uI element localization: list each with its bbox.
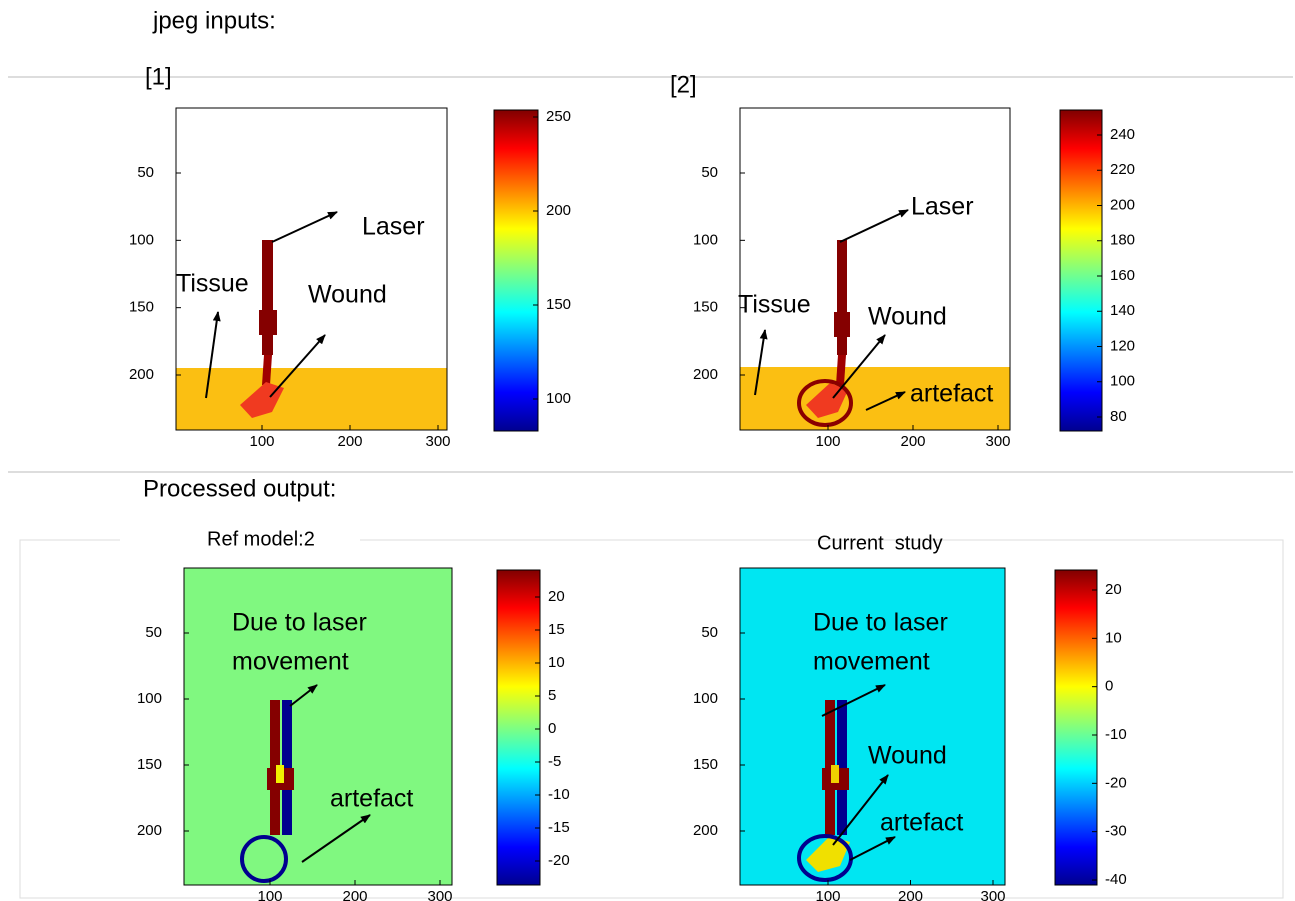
x-tick-label: 200 xyxy=(342,888,367,901)
colorbar-tick-label: 120 xyxy=(1110,337,1135,354)
y-tick-label: 150 xyxy=(129,299,154,316)
colorbar-tick-label: 20 xyxy=(1105,581,1122,598)
colorbar-tick-label: 250 xyxy=(546,108,571,125)
x-tick-label: 100 xyxy=(257,888,282,901)
annotation: Tissue xyxy=(176,270,249,298)
annotation: Wound xyxy=(308,281,387,309)
y-tick-label: 200 xyxy=(693,366,718,383)
colorbar-tick-label: -15 xyxy=(548,819,570,836)
colorbar-tick-label: -20 xyxy=(548,852,570,869)
annotation: artefact xyxy=(330,785,413,813)
y-tick-label: 200 xyxy=(137,822,162,839)
y-tick-label: 100 xyxy=(693,231,718,248)
colorbar-tick-label: 220 xyxy=(1110,161,1135,178)
panel-label: [2] xyxy=(670,71,697,98)
colorbar-tick-label: 5 xyxy=(548,687,556,704)
x-tick-label: 100 xyxy=(249,433,274,450)
y-tick-label: 50 xyxy=(701,164,718,181)
x-tick-label: 300 xyxy=(985,433,1010,450)
colorbar-tick-label: 100 xyxy=(546,390,571,407)
colorbar xyxy=(1055,570,1097,885)
colorbar-tick-label: 10 xyxy=(1105,629,1122,646)
x-tick-label: 200 xyxy=(337,433,362,450)
x-tick-label: 200 xyxy=(898,888,923,901)
x-tick-label: 100 xyxy=(815,433,840,450)
y-tick-label: 200 xyxy=(129,366,154,383)
annotation: Tissue xyxy=(738,291,811,319)
colorbar-tick-label: -40 xyxy=(1105,871,1127,888)
header: jpeg inputs: xyxy=(152,7,276,34)
x-tick-label: 100 xyxy=(815,888,840,901)
annotation: movement xyxy=(813,648,930,676)
x-tick-label: 300 xyxy=(425,433,450,450)
annotation: movement xyxy=(232,648,349,676)
y-tick-label: 200 xyxy=(693,822,718,839)
colorbar-tick-label: 200 xyxy=(1110,196,1135,213)
panel-label: Ref model:2 xyxy=(207,528,315,550)
page: {"header": "jpeg inputs:", "section_titl… xyxy=(0,0,1295,901)
y-tick-label: 150 xyxy=(693,756,718,773)
y-tick-label: 100 xyxy=(693,690,718,707)
colorbar-tick-label: 10 xyxy=(548,654,565,671)
y-tick-label: 50 xyxy=(145,624,162,641)
y-tick-label: 50 xyxy=(137,164,154,181)
colorbar-tick-label: 200 xyxy=(546,202,571,219)
colorbar-tick-label: -5 xyxy=(548,753,561,770)
annotation: artefact xyxy=(880,809,963,837)
colorbar-tick-label: 140 xyxy=(1110,302,1135,319)
colorbar-tick-label: 80 xyxy=(1110,408,1127,425)
colorbar-tick-label: 160 xyxy=(1110,267,1135,284)
annotation: Laser xyxy=(362,213,425,241)
colorbar-tick-label: 0 xyxy=(548,720,556,737)
colorbar-tick-label: 180 xyxy=(1110,232,1135,249)
panel-label: Current study xyxy=(817,532,943,554)
colorbar-tick-label: -10 xyxy=(548,786,570,803)
colorbar-tick-label: -10 xyxy=(1105,726,1127,743)
annotation: Wound xyxy=(868,742,947,770)
x-tick-label: 300 xyxy=(980,888,1005,901)
x-tick-label: 300 xyxy=(427,888,452,901)
colorbar xyxy=(494,110,538,431)
colorbar-tick-label: 20 xyxy=(548,588,565,605)
colorbar xyxy=(1060,110,1102,431)
colorbar-tick-label: -20 xyxy=(1105,774,1127,791)
x-tick-label: 200 xyxy=(900,433,925,450)
y-tick-label: 50 xyxy=(701,624,718,641)
colorbar-tick-label: -30 xyxy=(1105,823,1127,840)
colorbar xyxy=(497,570,540,885)
y-tick-label: 100 xyxy=(137,690,162,707)
annotation: artefact xyxy=(910,380,993,408)
y-tick-label: 150 xyxy=(137,756,162,773)
colorbar-tick-label: 100 xyxy=(1110,373,1135,390)
colorbar-tick-label: 240 xyxy=(1110,126,1135,143)
y-tick-label: 100 xyxy=(129,231,154,248)
annotation: Due to laser xyxy=(813,609,948,637)
colorbar-tick-label: 0 xyxy=(1105,678,1113,695)
colorbar-tick-label: 150 xyxy=(546,296,571,313)
y-tick-label: 150 xyxy=(693,299,718,316)
colorbar-tick-label: 15 xyxy=(548,621,565,638)
section-title: Processed output: xyxy=(143,475,336,502)
annotation: Due to laser xyxy=(232,609,367,637)
annotation: Laser xyxy=(911,193,974,221)
panel-label: [1] xyxy=(145,63,172,90)
figure: jpeg inputs: Processed output: [1] [2] R… xyxy=(0,0,1295,901)
annotation: Wound xyxy=(868,303,947,331)
